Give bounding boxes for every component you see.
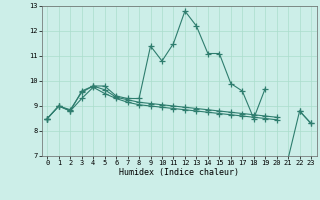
X-axis label: Humidex (Indice chaleur): Humidex (Indice chaleur) xyxy=(119,168,239,177)
